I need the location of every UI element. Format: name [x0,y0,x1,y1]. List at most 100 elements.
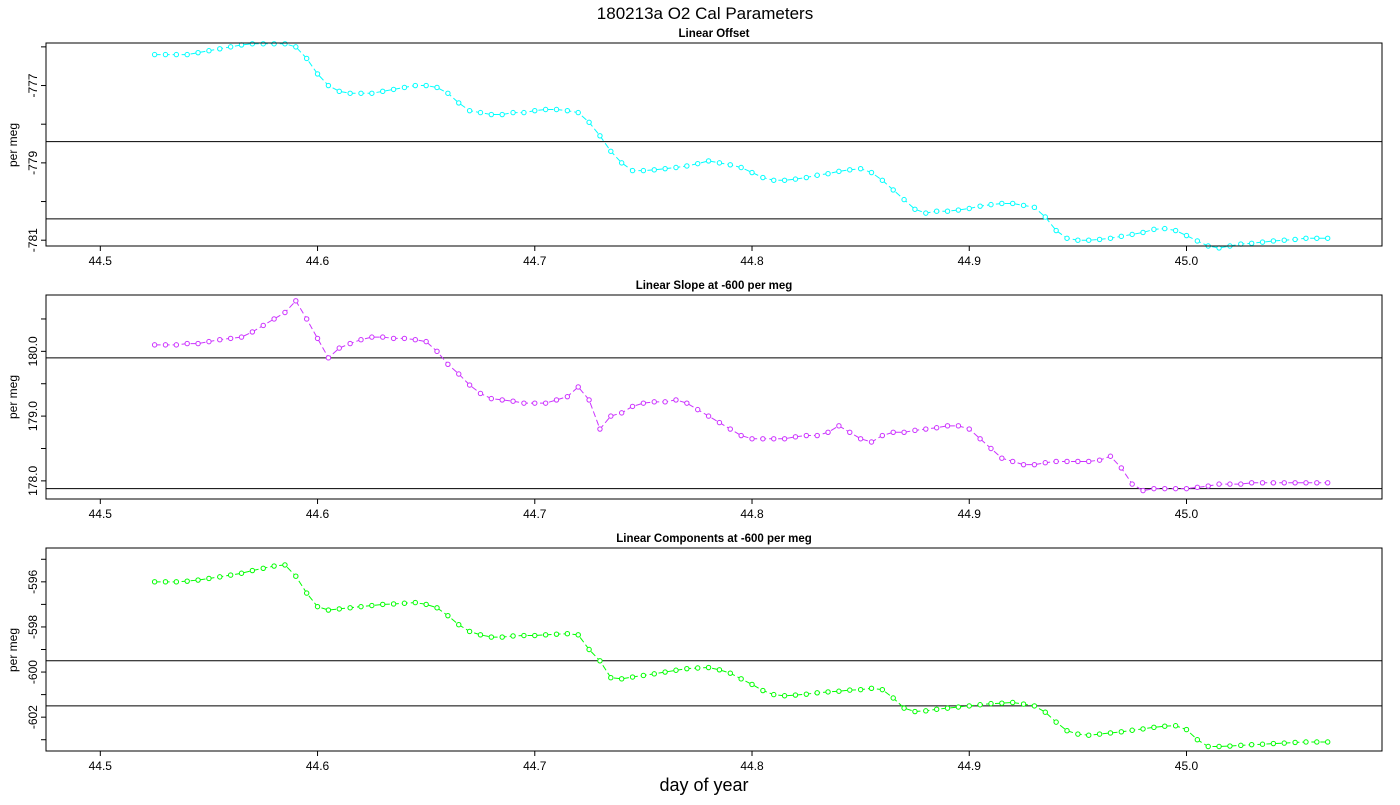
data-point [542,632,549,638]
data-point [890,695,896,701]
y-tick-label: -777 [26,73,40,97]
data-point [662,669,668,675]
data-point [564,107,571,114]
data-point [542,106,549,113]
data-point [445,612,451,619]
data-point [792,692,799,698]
data-point [716,160,723,166]
data-point [803,174,810,181]
data-point [1238,481,1244,487]
y-axis-label: per meg [6,628,20,672]
data-point [532,107,538,114]
data-point [1194,737,1201,743]
y-tick-label: -598 [26,615,40,639]
data-point [999,700,1005,706]
data-point [944,423,951,429]
data-point [1042,709,1048,715]
data-point [151,579,158,585]
plot-frame [45,42,1383,247]
data-point [1118,465,1125,471]
data-point [1270,238,1277,244]
data-point [1086,458,1092,465]
data-point [423,601,429,608]
data-point [390,335,397,342]
panel-title: Linear Components at -600 per meg [616,533,812,545]
data-point [933,208,940,214]
data-point [499,634,505,640]
data-point [966,205,972,212]
series-line [151,562,1331,750]
hlines [46,660,1382,707]
data-point [151,51,158,58]
data-point [314,603,321,610]
x-axis: 44.5 44.6 44.7 44.8 44.9 45.0 [89,751,1199,773]
data-point [814,432,820,439]
data-point [1216,743,1222,750]
data-point [217,336,223,343]
data-point [923,210,929,216]
data-point [640,400,647,406]
data-point [325,355,332,361]
x-tick-label: 45.0 [1175,759,1199,773]
data-point [1053,719,1059,725]
panel-title: Linear Offset [679,28,750,40]
data-point [1281,480,1287,486]
data-point [162,51,169,58]
y-axis: 180.0 179.0 178.0 [26,318,46,496]
data-point [1010,458,1016,465]
data-point [629,403,636,410]
data-point [369,90,375,96]
y-tick-label: -600 [26,660,40,684]
data-point [532,400,538,406]
data-point [1031,461,1038,468]
data-point [966,426,972,432]
data-point [673,397,679,403]
data-point [836,423,842,429]
x-axis: 44.5 44.6 44.7 44.8 44.9 45.0 [89,499,1198,521]
data-point [217,574,223,580]
panel-title: Linear Slope at -600 per meg [636,280,793,292]
data-point [1064,458,1070,465]
data-point [597,658,603,664]
data-point [336,606,342,612]
data-point [662,165,668,172]
data-point [575,632,581,638]
data-point [1194,484,1201,491]
data-point [336,88,342,95]
data-point [466,628,473,635]
data-point [282,41,288,47]
data-point [445,361,451,367]
data-point [901,705,907,711]
data-point [1259,480,1266,486]
data-point [456,100,462,106]
data-point [1205,483,1211,489]
data-point [412,82,418,89]
data-point [1324,739,1331,745]
data-point [401,600,408,606]
x-axis-title: day of year [659,775,748,795]
data-point [195,577,201,583]
data-point [1031,703,1038,709]
data-point [1151,485,1157,492]
data-point [282,562,288,568]
data-point [857,165,864,172]
data-point [1075,731,1081,737]
data-point [912,427,918,434]
data-point [738,164,744,171]
data-point [532,632,538,639]
y-tick-label: -781 [26,228,40,252]
data-point [1183,232,1190,239]
y-axis-label: per meg [6,375,20,419]
y-tick-label: 180.0 [26,336,40,366]
data-point [1151,226,1157,233]
data-point [705,664,712,671]
data-point [151,342,158,348]
data-point [390,601,397,607]
data-point [1031,204,1038,211]
data-point [684,400,690,406]
data-point [944,208,951,214]
data-point [955,704,962,710]
data-point [510,398,516,404]
y-tick-label: -596 [26,570,40,594]
data-point [1259,741,1266,747]
